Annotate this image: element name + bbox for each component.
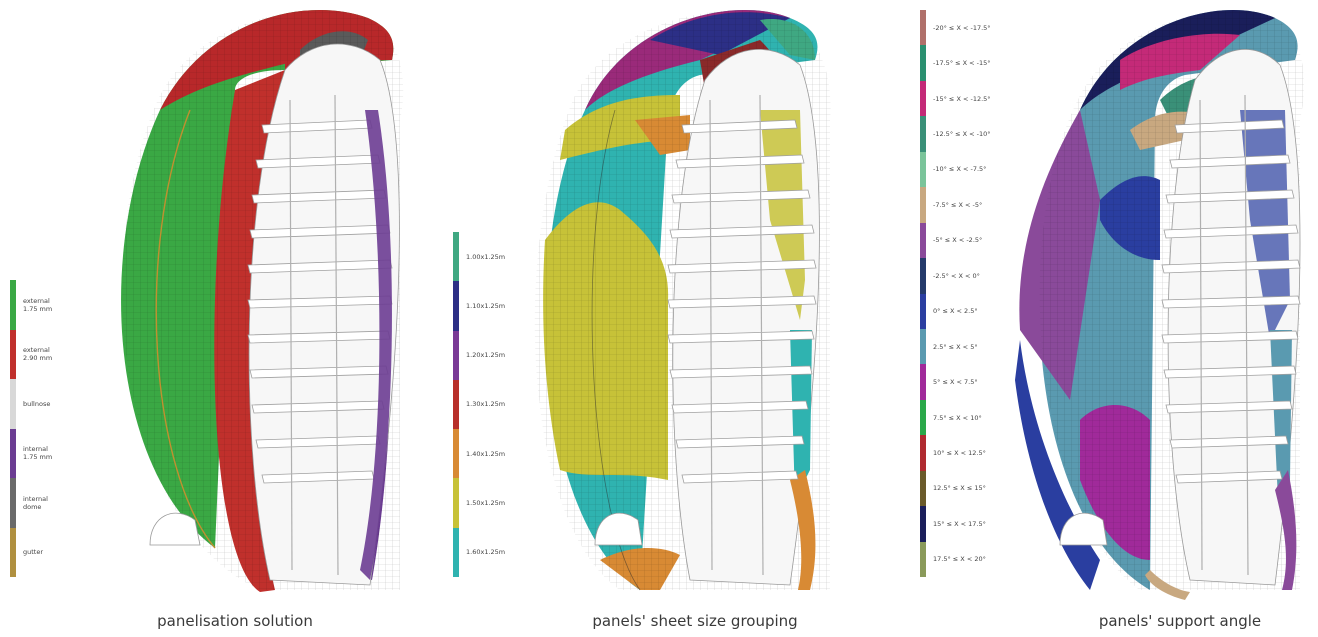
legend-item: -2.5° < X < 0° — [920, 258, 980, 294]
legend-swatch — [10, 527, 16, 577]
legend-label: 1.40x1.25m — [466, 449, 506, 458]
legend-item: 15° ≤ X < 17.5° — [920, 506, 986, 542]
legend-item: external 1.75 mm — [10, 280, 52, 330]
legend-item: -5° ≤ X < -2.5° — [920, 222, 983, 259]
legend-swatch — [920, 399, 926, 436]
legend-item: external 2.90 mm — [10, 329, 53, 379]
legend-label: 1.50x1.25m — [466, 499, 506, 508]
legend-label: external 1.75 mm — [23, 296, 53, 313]
legend-item: 2.5° ≤ X < 5° — [920, 328, 978, 365]
legend-label: gutter — [23, 548, 44, 557]
legend-swatch — [10, 280, 16, 330]
legend-swatch — [920, 45, 926, 81]
legend-item: 17.5° ≤ X < 20° — [920, 541, 986, 577]
legend-swatch — [920, 541, 926, 577]
legend-item: 5° ≤ X < 7.5° — [920, 364, 978, 400]
legend-swatch — [920, 470, 926, 507]
legend-item: -10° ≤ X < -7.5° — [920, 151, 987, 188]
legend-item: -20° ≤ X < -17.5° — [920, 10, 991, 46]
legend-item: 12.5° ≤ X ≤ 15° — [920, 470, 986, 507]
legend-label: -20° ≤ X < -17.5° — [933, 23, 991, 32]
legend-item: 1.40x1.25m — [453, 429, 506, 479]
legend-label: 7.5° ≤ X < 10° — [933, 413, 982, 422]
legend-item: 1.10x1.25m — [453, 281, 506, 331]
legend-label: -12.5° ≤ X < -10° — [933, 130, 991, 139]
legend-label: 1.60x1.25m — [466, 548, 506, 557]
caption-support-angle: panels' support angle — [1098, 612, 1262, 630]
legend-swatch — [453, 527, 459, 577]
legend-item: 1.60x1.25m — [453, 527, 506, 577]
legend-label: -17.5° ≤ X < -15° — [933, 59, 991, 68]
legend-swatch — [920, 187, 926, 223]
legend-swatch — [453, 478, 459, 528]
building-1-render — [121, 9, 404, 592]
legend-label: -15° ≤ X < -12.5° — [933, 94, 991, 103]
building-2-render — [534, 9, 831, 591]
legend-item: 0° ≤ X < 2.5° — [920, 293, 978, 329]
legend-item: 7.5° ≤ X < 10° — [920, 399, 982, 436]
legend-label: internal dome — [23, 494, 48, 511]
legend-swatch — [453, 330, 459, 380]
legend-item: 1.30x1.25m — [453, 379, 506, 430]
legend-label: -10° ≤ X < -7.5° — [933, 165, 987, 174]
legend-swatch — [453, 232, 459, 282]
legend-swatch — [920, 506, 926, 542]
legend-label: 12.5° ≤ X ≤ 15° — [933, 484, 986, 493]
legend-swatch — [453, 379, 459, 430]
legend-item: gutter — [10, 527, 44, 577]
legend-item: bullnose — [10, 379, 50, 429]
legend-label: -7.5° ≤ X < -5° — [933, 200, 983, 209]
legend-item: internal 1.75 mm — [10, 428, 53, 478]
legend-label: 1.30x1.25m — [466, 400, 506, 409]
legend-label: 17.5° ≤ X < 20° — [933, 555, 986, 564]
legend-label: 10° ≤ X < 12.5° — [933, 448, 986, 457]
legend-swatch — [453, 429, 459, 479]
legend-label: 1.10x1.25m — [466, 301, 506, 310]
legend-item: -17.5° ≤ X < -15° — [920, 45, 991, 81]
legend-label: 0° ≤ X < 2.5° — [933, 307, 978, 316]
building-3-render — [1015, 9, 1304, 600]
legend-label: internal 1.75 mm — [23, 445, 53, 462]
caption-sheet-size: panels' sheet size grouping — [592, 612, 798, 630]
legend-swatch — [453, 281, 459, 331]
legend-support-angle: -20° ≤ X < -17.5° -17.5° ≤ X < -15° -15° ≤… — [920, 10, 1020, 577]
legend-swatch — [10, 379, 16, 429]
legend-item: 1.50x1.25m — [453, 478, 506, 528]
legend-swatch — [10, 478, 16, 528]
legend-swatch — [920, 328, 926, 365]
legend-swatch — [920, 80, 926, 117]
legend-label: 15° ≤ X < 17.5° — [933, 519, 986, 528]
legend-swatch — [920, 10, 926, 46]
legend-swatch — [920, 258, 926, 294]
legend-swatch — [10, 428, 16, 478]
legend-swatch — [920, 435, 926, 471]
legend-swatch — [920, 364, 926, 400]
legend-swatch — [920, 222, 926, 259]
legend-swatch — [920, 151, 926, 188]
legend-swatch — [920, 116, 926, 152]
caption-panelisation: panelisation solution — [157, 612, 313, 630]
legend-item: 1.20x1.25m — [453, 330, 506, 380]
legend-swatch — [10, 329, 16, 379]
legend-panelisation: external 1.75 mm external 2.90 mm bullnose… — [10, 280, 90, 577]
legend-label: external 2.90 mm — [23, 346, 53, 363]
legend-label: bullnose — [23, 399, 51, 408]
legend-swatch — [920, 293, 926, 329]
legend-label: 1.20x1.25m — [466, 351, 506, 360]
legend-item: 10° ≤ X < 12.5° — [920, 435, 986, 471]
legend-item: internal dome — [10, 478, 48, 528]
legend-label: 1.00x1.25m — [466, 252, 506, 261]
legend-label: -2.5° < X < 0° — [933, 271, 980, 280]
legend-item: -7.5° ≤ X < -5° — [920, 187, 983, 223]
legend-label: -5° ≤ X < -2.5° — [933, 236, 983, 245]
legend-sheet-size: 1.00x1.25m 1.10x1.25m 1.20x1.25m 1.30x1.25m… — [453, 232, 533, 577]
legend-item: 1.00x1.25m — [453, 232, 506, 282]
legend-item: -15° ≤ X < -12.5° — [920, 80, 991, 117]
legend-label: 2.5° ≤ X < 5° — [933, 342, 978, 351]
legend-label: 5° ≤ X < 7.5° — [933, 378, 978, 387]
legend-item: -12.5° ≤ X < -10° — [920, 116, 991, 152]
